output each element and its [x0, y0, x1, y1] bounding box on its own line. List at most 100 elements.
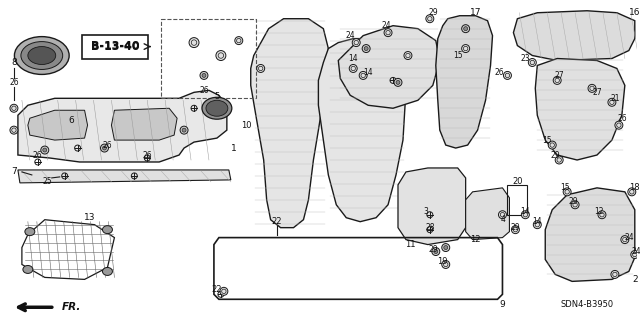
Circle shape: [608, 98, 616, 106]
Text: 26: 26: [199, 86, 209, 95]
Circle shape: [553, 77, 561, 85]
Circle shape: [598, 211, 606, 219]
Circle shape: [43, 148, 47, 152]
Circle shape: [522, 211, 529, 219]
Text: 28: 28: [425, 223, 435, 232]
Text: 22: 22: [212, 285, 222, 294]
Text: 5: 5: [214, 92, 220, 101]
Text: 14: 14: [348, 54, 358, 63]
Circle shape: [511, 226, 520, 234]
Circle shape: [349, 64, 357, 72]
Text: 1: 1: [231, 144, 237, 152]
Ellipse shape: [102, 226, 113, 234]
Text: 22: 22: [271, 217, 282, 226]
Text: 24: 24: [624, 233, 634, 242]
Circle shape: [461, 45, 470, 53]
Text: 7: 7: [11, 167, 17, 176]
Text: B-13-40: B-13-40: [91, 41, 140, 51]
Circle shape: [615, 121, 623, 129]
Text: 29: 29: [550, 151, 560, 160]
Text: 29: 29: [511, 223, 520, 232]
Circle shape: [529, 58, 536, 66]
Circle shape: [220, 287, 228, 295]
Circle shape: [202, 73, 206, 78]
Circle shape: [41, 146, 49, 154]
Text: 27: 27: [592, 88, 602, 97]
FancyBboxPatch shape: [81, 35, 148, 58]
Text: 19: 19: [438, 257, 448, 266]
Circle shape: [444, 246, 448, 249]
Text: 25: 25: [43, 177, 52, 186]
Circle shape: [563, 188, 571, 196]
Text: 27: 27: [554, 71, 564, 80]
Circle shape: [611, 271, 619, 278]
Circle shape: [571, 201, 579, 209]
Text: 17: 17: [470, 8, 481, 17]
Circle shape: [396, 80, 400, 85]
Text: 24: 24: [381, 21, 391, 30]
Text: 29: 29: [568, 197, 578, 206]
Circle shape: [621, 236, 629, 244]
Text: 29: 29: [428, 8, 438, 17]
Circle shape: [504, 71, 511, 79]
Circle shape: [463, 27, 468, 31]
Polygon shape: [251, 19, 328, 228]
Circle shape: [359, 71, 367, 79]
Text: 24: 24: [632, 247, 640, 256]
Ellipse shape: [25, 228, 35, 236]
Text: 6: 6: [68, 116, 74, 125]
Circle shape: [102, 146, 106, 150]
Text: 26: 26: [33, 151, 43, 160]
Text: 11: 11: [404, 240, 415, 249]
Polygon shape: [398, 168, 466, 245]
Text: 26: 26: [9, 78, 19, 87]
Text: 16: 16: [629, 8, 640, 17]
Text: SDN4-B3950: SDN4-B3950: [561, 300, 614, 309]
Text: 15: 15: [453, 51, 463, 60]
Circle shape: [434, 249, 438, 254]
Text: B-13-40: B-13-40: [91, 41, 140, 52]
Text: 26: 26: [617, 114, 627, 123]
Circle shape: [555, 156, 563, 164]
Circle shape: [10, 104, 18, 112]
Circle shape: [100, 144, 108, 152]
Text: 18: 18: [630, 183, 640, 192]
Circle shape: [442, 244, 450, 252]
Polygon shape: [18, 90, 227, 162]
Circle shape: [182, 128, 186, 132]
Polygon shape: [28, 110, 88, 140]
Circle shape: [189, 38, 199, 48]
Circle shape: [548, 141, 556, 149]
Text: 10: 10: [241, 121, 252, 130]
Ellipse shape: [202, 97, 232, 119]
Text: 26: 26: [143, 151, 152, 160]
Text: 14: 14: [532, 217, 542, 226]
Polygon shape: [18, 170, 231, 183]
Circle shape: [499, 211, 506, 219]
Circle shape: [10, 126, 18, 134]
Circle shape: [180, 126, 188, 134]
Text: 20: 20: [512, 177, 523, 186]
Text: 8: 8: [11, 58, 17, 67]
Ellipse shape: [102, 267, 113, 275]
Text: 24: 24: [346, 31, 355, 40]
Text: 15: 15: [543, 136, 552, 145]
Text: 9: 9: [500, 300, 506, 309]
Text: 23: 23: [520, 54, 530, 63]
Circle shape: [588, 85, 596, 92]
Circle shape: [432, 248, 440, 256]
Circle shape: [394, 78, 402, 86]
Polygon shape: [545, 188, 635, 281]
Text: 14: 14: [520, 207, 530, 216]
Ellipse shape: [15, 37, 69, 74]
Circle shape: [404, 52, 412, 60]
Circle shape: [235, 37, 243, 45]
Text: 14: 14: [364, 68, 373, 77]
Ellipse shape: [21, 41, 63, 70]
Circle shape: [628, 188, 636, 196]
Circle shape: [426, 15, 434, 23]
Text: 26: 26: [495, 68, 504, 77]
Text: 26: 26: [102, 141, 112, 150]
Circle shape: [461, 25, 470, 33]
Text: 3: 3: [424, 207, 428, 216]
